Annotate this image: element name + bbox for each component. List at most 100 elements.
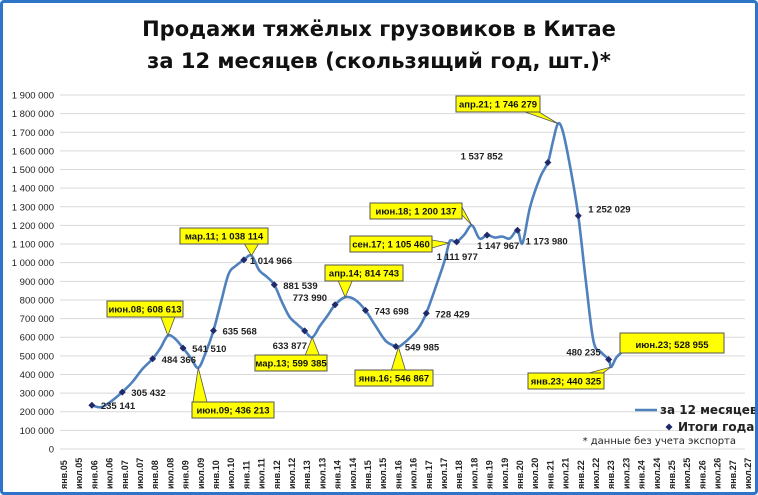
callout-box — [455, 95, 541, 113]
year-total-label: 235 141 — [101, 401, 136, 412]
y-tick-label: 1 800 000 — [12, 109, 54, 120]
callout-pointer — [160, 316, 176, 337]
x-tick-label: июл.09 — [196, 458, 206, 489]
year-total-label: 1 173 980 — [525, 236, 567, 247]
year-total-label: 743 698 — [374, 306, 408, 317]
year-total-label: 541 510 — [192, 344, 226, 355]
callout-label: янв.16; 546 867 — [359, 374, 429, 385]
legend-label-year-total: Итоги года — [678, 420, 754, 434]
year-total-marker — [392, 343, 400, 351]
callout-pointer — [431, 239, 450, 249]
y-tick-label: 1 700 000 — [12, 128, 54, 139]
callout-label: янв.23; 440 325 — [531, 377, 602, 388]
callout-pointer — [192, 367, 208, 403]
legend-label-12-months: за 12 месяцев — [660, 403, 755, 417]
y-tick-label: 700 000 — [20, 314, 54, 325]
chart-plot: 0 100 000 200 000 300 000 400 000 500 000 600 … — [12, 91, 755, 490]
x-tick-label: янв.22 — [576, 460, 586, 489]
year-total-label: 1 252 029 — [588, 205, 630, 216]
footnote: * данные без учета экспорта — [583, 436, 736, 447]
x-tick-label: июл.25 — [682, 458, 692, 489]
y-tick-label: 1 200 000 — [12, 221, 54, 232]
callout-box — [527, 372, 605, 390]
x-tick-label: июл.10 — [226, 458, 236, 489]
y-tick-label: 1 500 000 — [12, 165, 54, 176]
y-tick-label: 1 400 000 — [12, 184, 54, 195]
callout-pointer — [337, 280, 353, 299]
year-total-label: 728 429 — [435, 309, 469, 320]
x-tick-label: июл.06 — [105, 458, 115, 489]
year-total-label: 1 537 852 — [461, 151, 503, 162]
x-tick-label: янв.05 — [59, 460, 69, 489]
x-tick-label: июл.13 — [317, 458, 327, 489]
year-total-label: 881 539 — [283, 281, 317, 292]
x-tick-label: янв.19 — [485, 460, 495, 489]
x-tick-label: янв.23 — [606, 460, 616, 489]
x-tick-label: июл.23 — [621, 458, 631, 489]
year-total-label: 549 985 — [405, 343, 440, 354]
callout-pointer — [461, 206, 473, 226]
chart-title: Продажи тяжёлых грузовиков в Китае за 12… — [3, 13, 755, 77]
y-tick-label: 1 600 000 — [12, 146, 54, 157]
x-tick-label: июл.24 — [652, 458, 662, 489]
x-tick-label: янв.26 — [697, 460, 707, 489]
x-tick-label: янв.07 — [120, 460, 130, 489]
callout-box — [349, 235, 433, 253]
year-total-marker — [88, 401, 96, 409]
callout-pointer — [588, 366, 612, 374]
callout-label: июн.18; 1 200 137 — [376, 207, 457, 218]
x-tick-label: янв.24 — [637, 460, 647, 489]
callout-box — [106, 300, 184, 318]
callout-box — [369, 202, 463, 220]
year-total-marker — [361, 306, 369, 314]
callout-label: апр.21; 1 746 279 — [459, 100, 537, 111]
year-total-label: 484 366 — [162, 355, 196, 366]
x-tick-label: янв.17 — [424, 460, 434, 489]
x-tick-label: июл.21 — [561, 458, 571, 489]
chart-title-line-1: Продажи тяжёлых грузовиков в Китае — [142, 17, 616, 41]
x-tick-label: янв.06 — [89, 460, 99, 489]
year-total-label: 480 235 — [566, 348, 601, 359]
callout-pointer — [243, 243, 260, 257]
year-total-marker — [483, 231, 491, 239]
x-tick-label: янв.14 — [333, 460, 343, 489]
x-tick-label: июл.15 — [378, 458, 388, 489]
year-total-marker — [209, 327, 217, 335]
x-tick-label: янв.13 — [302, 460, 312, 489]
x-tick-label: янв.11 — [241, 461, 251, 489]
year-total-marker — [453, 238, 461, 246]
x-tick-label: янв.27 — [728, 460, 738, 489]
y-tick-label: 500 000 — [20, 351, 54, 362]
y-tick-label: 400 000 — [20, 370, 54, 381]
x-tick-label: июл.05 — [74, 458, 84, 489]
year-total-marker — [301, 327, 309, 335]
callout-label: июн.23; 528 955 — [635, 340, 709, 351]
y-tick-label: 0 — [49, 445, 54, 456]
year-total-marker — [149, 355, 157, 363]
x-tick-label: июл.12 — [287, 458, 297, 489]
y-tick-label: 1 000 000 — [12, 258, 54, 269]
callout-box — [354, 369, 434, 387]
callout-pointer — [390, 345, 406, 371]
x-tick-label: июл.26 — [713, 458, 723, 489]
x-tick-label: янв.15 — [363, 460, 373, 489]
year-total-marker — [179, 344, 187, 352]
callout-label: июн.08; 608 613 — [108, 305, 181, 316]
callout-pointer — [304, 336, 320, 356]
callout-box — [179, 227, 269, 245]
x-tick-label: янв.18 — [454, 460, 464, 489]
y-tick-label: 800 000 — [20, 295, 54, 306]
x-tick-label: янв.16 — [393, 460, 403, 489]
callout-box — [619, 332, 725, 354]
year-total-marker — [240, 256, 248, 264]
year-total-marker — [513, 226, 521, 234]
series-line-12-months — [91, 121, 625, 409]
x-tick-label: янв.25 — [667, 460, 677, 489]
legend-marker-swatch — [665, 423, 673, 431]
year-total-marker — [331, 301, 339, 309]
year-total-label: 773 990 — [293, 293, 327, 304]
year-total-marker — [574, 212, 582, 220]
callout-label: июн.09; 436 213 — [196, 406, 269, 417]
x-tick-label: янв.09 — [181, 460, 191, 489]
x-tick-label: июл.20 — [530, 458, 540, 489]
